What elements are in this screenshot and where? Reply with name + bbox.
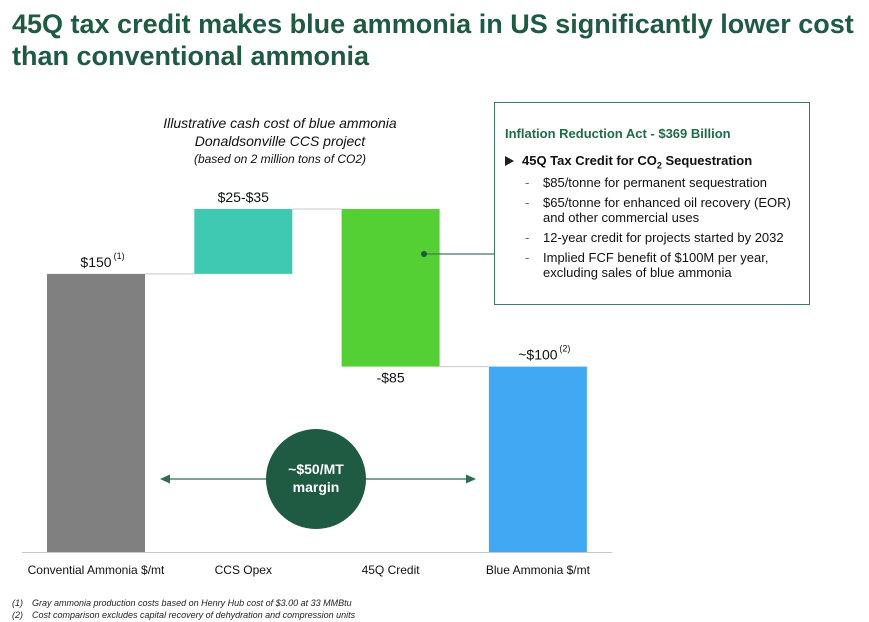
callout-title: Inflation Reduction Act - $369 Billion xyxy=(505,126,731,141)
chart-subtitle-line1: Illustrative cash cost of blue ammonia xyxy=(163,115,397,131)
callout-list: - $85/tonne for permanent sequestration -… xyxy=(525,175,805,285)
callout-list-item: - $65/tonne for enhanced oil recovery (EO… xyxy=(525,195,805,225)
category-label: 45Q Credit xyxy=(362,563,421,577)
footnote-number: (2) xyxy=(12,610,23,620)
callout-list-item: -12-year credit for projects started by … xyxy=(525,230,805,245)
data-label: $150 xyxy=(80,254,111,270)
callout-heading-main: 45Q Tax Credit for CO xyxy=(522,153,657,168)
footnote-text: Gray ammonia production costs based on H… xyxy=(32,598,352,608)
dash-bullet-icon: - xyxy=(525,250,530,265)
chart-subtitle: Illustrative cash cost of blue ammonia D… xyxy=(130,114,430,168)
data-label: $25-$35 xyxy=(218,189,270,205)
category-label: CCS Opex xyxy=(215,563,272,577)
category-label: Blue Ammonia $/mt xyxy=(486,563,591,577)
data-label: -$85 xyxy=(377,370,405,386)
callout-item-text: Implied FCF benefit of $100M per year, e… xyxy=(543,250,769,280)
dash-bullet-icon: - xyxy=(525,230,530,245)
dash-bullet-icon: - xyxy=(525,175,530,190)
chart-subtitle-line2: Donaldsonville CCS project xyxy=(194,133,366,149)
callout-heading-end: Sequestration xyxy=(661,153,753,168)
footnote: (1) Gray ammonia production costs based o… xyxy=(12,597,355,609)
callout-heading-sub: 2 xyxy=(656,160,662,171)
margin-label-line2: margin xyxy=(293,479,340,495)
callout-item-text: $85/tonne for permanent sequestration xyxy=(543,175,768,190)
footnote-marker: (1) xyxy=(114,251,125,261)
footnote-text: Cost comparison excludes capital recover… xyxy=(32,610,356,620)
bar-1 xyxy=(194,209,293,274)
bar-0 xyxy=(47,273,145,552)
bar-3 xyxy=(488,366,587,552)
arrow-right-icon xyxy=(466,474,476,484)
callout-list-item: - $85/tonne for permanent sequestration xyxy=(525,175,805,190)
margin-label-line1: ~$50/MT xyxy=(288,461,344,477)
data-label: ~$100 xyxy=(518,347,558,363)
callout-item-text: 12-year credit for projects started by 2… xyxy=(543,230,784,245)
callout-item-text: $65/tonne for enhanced oil recovery (EOR… xyxy=(543,195,791,225)
callout-list-item: - Implied FCF benefit of $100M per year, … xyxy=(525,250,805,280)
footnote: (2) Cost comparison excludes capital reco… xyxy=(12,609,355,621)
chart-subtitle-line3: (based on 2 million tons of CO2) xyxy=(193,152,367,166)
ira-callout-box: Inflation Reduction Act - $369 Billion 4… xyxy=(494,102,810,305)
page-title: 45Q tax credit makes blue ammonia in US … xyxy=(12,9,854,71)
footnotes: (1) Gray ammonia production costs based o… xyxy=(12,597,355,621)
callout-leader-dot xyxy=(421,251,427,257)
arrow-left-icon xyxy=(160,474,170,484)
footnote-number: (1) xyxy=(12,598,23,608)
margin-circle xyxy=(266,429,366,529)
footnote-marker: (2) xyxy=(559,344,570,354)
callout-heading: 45Q Tax Credit for CO2 Sequestration xyxy=(505,153,752,171)
category-label: Convential Ammonia $/mt xyxy=(28,563,165,577)
dash-bullet-icon: - xyxy=(525,195,530,210)
bar-2 xyxy=(341,209,440,367)
triangle-bullet-icon xyxy=(505,156,514,166)
